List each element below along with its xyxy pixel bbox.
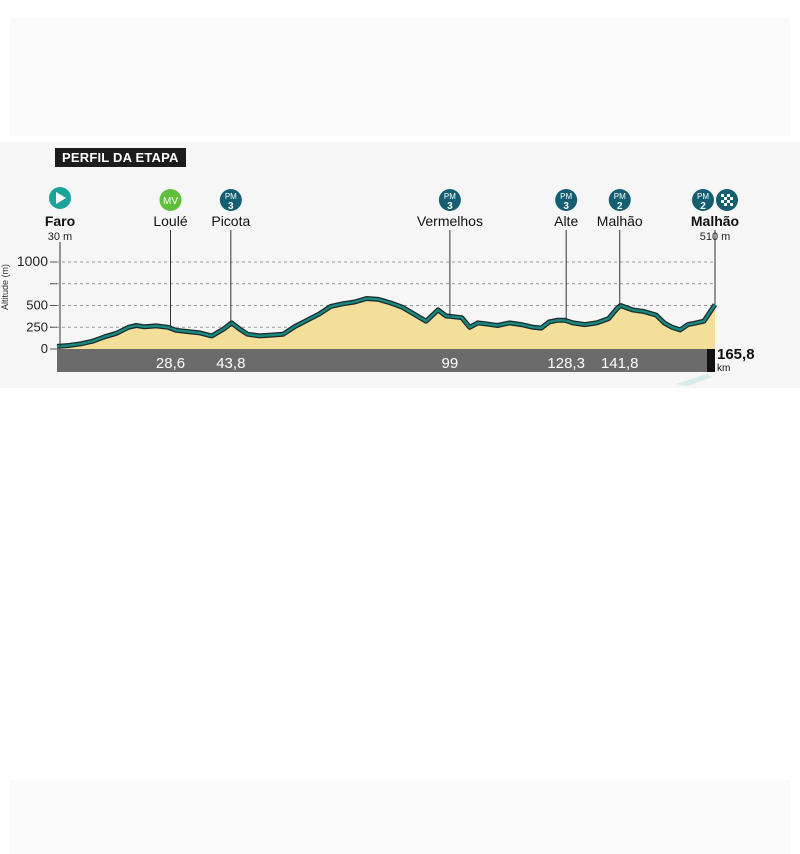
flag-square bbox=[730, 197, 733, 200]
climb-category: 3 bbox=[563, 201, 569, 212]
y-axis: Altitude (m) 0 250 500 1000 bbox=[0, 253, 57, 356]
climb-category: 3 bbox=[447, 201, 453, 212]
waypoint-0: Faro 30 m bbox=[45, 187, 75, 347]
km-label-43,8: 43,8 bbox=[216, 355, 245, 372]
y-tick-label-500: 500 bbox=[26, 298, 48, 313]
km-label-128,3: 128,3 bbox=[547, 355, 585, 372]
waypoint-altitude: 510 m bbox=[700, 231, 731, 243]
waypoint-name: Picota bbox=[211, 213, 250, 229]
waypoint-name: Malhão bbox=[691, 213, 739, 229]
y-axis-label: Altitude (m) bbox=[0, 264, 10, 310]
waypoint-name: Faro bbox=[45, 213, 75, 229]
profile-area bbox=[57, 298, 715, 349]
elevation-profile bbox=[56, 296, 718, 349]
finish-km-label: 165,8 bbox=[717, 346, 755, 363]
flag-square bbox=[730, 203, 733, 206]
km-label-99: 99 bbox=[442, 355, 459, 372]
finish-km-unit: km bbox=[717, 363, 730, 374]
climb-category-icon bbox=[438, 189, 461, 211]
waypoint-altitude: 30 m bbox=[48, 231, 72, 243]
finish-bar bbox=[707, 349, 715, 372]
climb-category-icon bbox=[219, 189, 242, 211]
y-tick-label-1000: 1000 bbox=[17, 253, 48, 269]
y-tick-label-0: 0 bbox=[41, 341, 48, 356]
bottom-panel bbox=[10, 780, 790, 854]
waypoint-name: Vermelhos bbox=[417, 213, 483, 229]
flag-square bbox=[727, 194, 730, 197]
play-icon-triangle bbox=[56, 192, 66, 204]
top-panel bbox=[10, 18, 790, 136]
stage-profile-chart: Altitude (m) 0 250 500 1000 Faro 30 m MV Loulé… bbox=[0, 187, 755, 386]
flag-square bbox=[727, 200, 730, 203]
km-label-28,6: 28,6 bbox=[156, 355, 185, 372]
flag-square bbox=[724, 197, 727, 200]
waypoint-1: MV Loulé bbox=[153, 189, 188, 329]
climb-category: 2 bbox=[700, 201, 706, 212]
climb-badge: PM bbox=[614, 192, 626, 201]
climb-badge: PM bbox=[444, 192, 456, 201]
top-background bbox=[0, 0, 800, 142]
climb-badge: PM bbox=[560, 192, 572, 201]
distance-bar: 28,6 43,8 99 128,3 141,8 165,8km bbox=[57, 346, 755, 386]
waypoint-name: Alte bbox=[554, 213, 578, 229]
waypoint-name: Loulé bbox=[153, 213, 187, 229]
climb-badge: PM bbox=[697, 192, 709, 201]
climb-category: 3 bbox=[228, 201, 234, 212]
km-label-141,8: 141,8 bbox=[601, 355, 639, 372]
climb-category: 2 bbox=[617, 201, 623, 212]
finish-stripe bbox=[676, 374, 712, 386]
climb-category-icon bbox=[692, 189, 714, 211]
flag-square bbox=[724, 203, 727, 206]
sprint-badge: MV bbox=[163, 196, 178, 207]
y-tick-label-250: 250 bbox=[26, 319, 48, 334]
chart-title: PERFIL DA ETAPA bbox=[55, 148, 186, 167]
profile-line bbox=[56, 297, 716, 348]
km-bar bbox=[57, 349, 715, 372]
climb-category-icon bbox=[555, 189, 578, 211]
flag-square bbox=[721, 200, 724, 203]
climb-badge: PM bbox=[225, 192, 237, 201]
sprint-icon bbox=[159, 189, 182, 211]
waypoint-name: Malhão bbox=[597, 213, 643, 229]
flag-square bbox=[721, 194, 724, 197]
climb-category-icon bbox=[608, 189, 631, 211]
